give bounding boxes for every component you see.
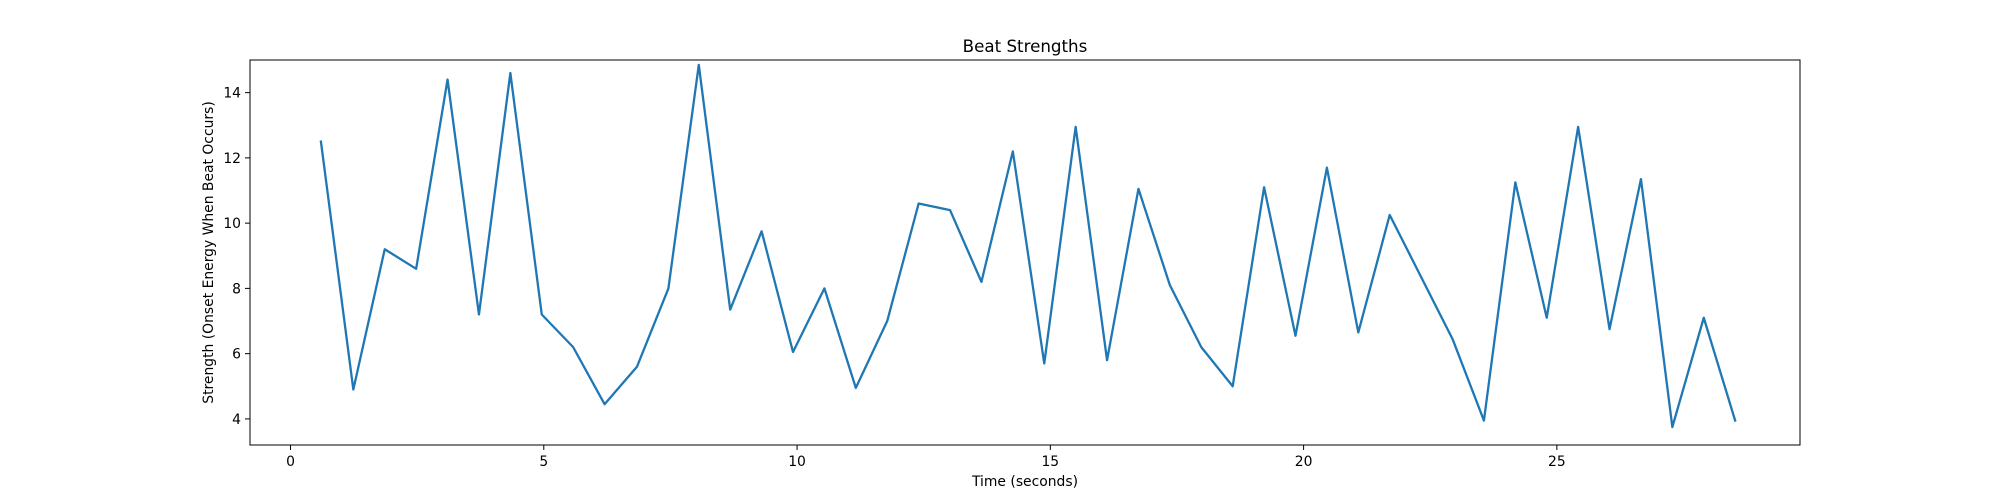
x-tick-label: 20 [1295,454,1313,470]
x-tick-label: 10 [788,454,806,470]
y-tick-label: 14 [223,86,241,102]
y-axis: 4 6 8 10 12 14 [223,86,250,428]
plot-layer [319,63,1737,429]
y-tick-label: 4 [232,412,241,428]
plot-frame [249,59,1801,446]
chart-title: Beat Strengths [963,36,1088,56]
x-tick-label: 5 [539,454,548,470]
y-tick-label: 6 [232,347,241,363]
series-line-0 [319,63,1737,429]
x-tick-label: 25 [1548,454,1566,470]
y-axis-label: Strength (Onset Energy When Beat Occurs) [201,101,217,403]
x-tick-label: 0 [286,454,295,470]
y-tick-label: 12 [223,151,241,167]
y-tick-label: 8 [232,281,241,297]
x-axis: 0 5 10 15 20 25 [286,445,1566,470]
y-tick-label: 10 [223,216,241,232]
x-tick-label: 15 [1041,454,1059,470]
x-axis-label: Time (seconds) [971,474,1078,490]
